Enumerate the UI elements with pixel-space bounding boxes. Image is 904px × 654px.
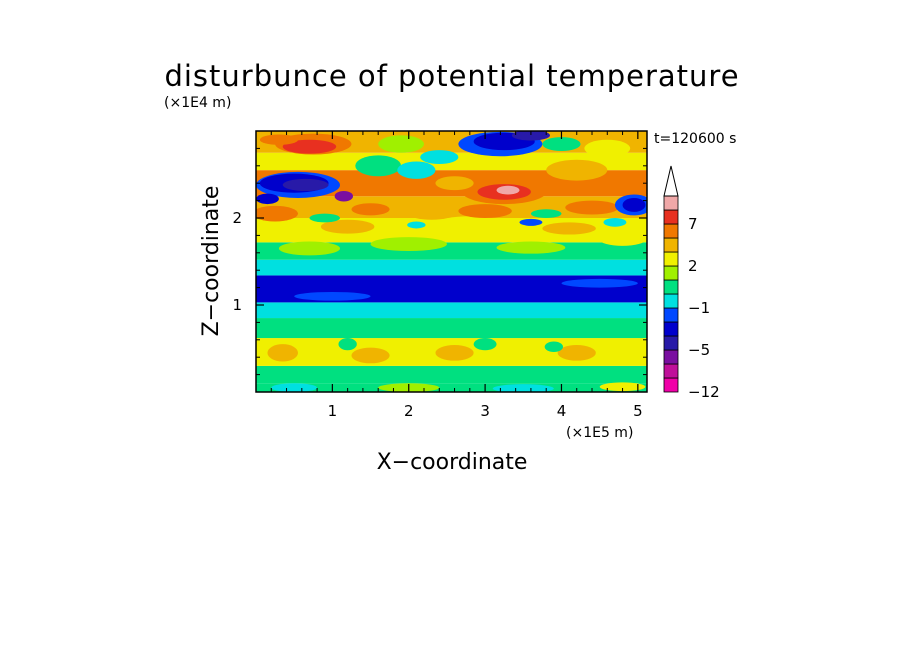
field-blob [492, 384, 554, 392]
y-tick-label: 2 [232, 209, 242, 227]
y-unit-label: (×1E4 m) [164, 95, 231, 111]
field-blob [256, 193, 279, 205]
field-blob [294, 291, 371, 301]
field-blob [492, 350, 539, 365]
field-blob [351, 347, 390, 364]
field-blob [401, 341, 447, 359]
colorbar [663, 165, 679, 393]
field-blob [599, 343, 631, 358]
colorbar-labels: −12−5−127 [688, 215, 720, 401]
colorbar-swatch [663, 335, 679, 351]
field-blob [338, 338, 357, 351]
contour-layers [256, 131, 647, 392]
field-blob [603, 218, 627, 227]
field-blob [557, 345, 596, 361]
field-blob [599, 233, 646, 246]
field-blob [530, 209, 562, 218]
colorbar-swatch [663, 209, 679, 225]
field-blob [542, 222, 596, 235]
field-blob [435, 345, 474, 361]
field-blob [439, 216, 501, 229]
x-unit-label: (×1E5 m) [566, 425, 633, 441]
colorbar-tick-label: 2 [688, 257, 698, 275]
x-tick-label: 3 [480, 402, 490, 420]
x-axis-label: X−coordinate [377, 450, 528, 475]
field-blob [622, 197, 646, 212]
field-blob [309, 213, 341, 223]
field-blob [267, 344, 299, 362]
field-blob [334, 191, 353, 202]
field-blob [320, 219, 375, 234]
field-band [256, 302, 647, 319]
x-tick-label: 5 [633, 402, 643, 420]
field-blob [511, 131, 551, 141]
field-blob [407, 221, 426, 229]
colorbar-swatch [663, 223, 679, 239]
colorbar-swatch [663, 377, 679, 393]
contour-field [256, 131, 647, 392]
field-blob [561, 278, 638, 288]
field-blob [282, 139, 337, 154]
colorbar-swatch [663, 363, 679, 379]
field-blob [305, 339, 344, 358]
y-axis-ticks: 12 [232, 147, 647, 376]
field-blob [496, 185, 520, 195]
field-blob [496, 241, 566, 254]
field-blob [378, 135, 425, 153]
colorbar-extend-arrow [663, 165, 679, 197]
colorbar-swatch [663, 349, 679, 365]
field-blob [420, 150, 459, 165]
field-blob [458, 204, 512, 218]
x-axis-ticks: 1 2 3 4 5 [270, 131, 643, 420]
field-band [256, 383, 647, 392]
field-blob [408, 207, 455, 220]
field-blob [278, 241, 341, 256]
x-tick-label: 1 [328, 402, 338, 420]
colorbar-tick-label: 7 [688, 215, 698, 233]
field-blob [259, 134, 299, 145]
plot-frame [255, 130, 648, 393]
field-blob [397, 161, 436, 179]
colorbar-swatch [663, 307, 679, 323]
colorbar-swatch [663, 321, 679, 337]
colorbar-swatch [663, 279, 679, 295]
field-blob [599, 382, 646, 392]
field-blob [355, 155, 402, 177]
colorbar-tick-label: −5 [688, 341, 710, 359]
y-tick-label: 1 [232, 296, 242, 314]
colorbar-swatch [663, 265, 679, 281]
field-blob [584, 139, 631, 158]
field-blob [546, 159, 608, 181]
field-blob [519, 218, 543, 226]
field-blob [473, 338, 497, 351]
colorbar-swatch [663, 293, 679, 309]
time-label: t=120600 s [654, 131, 736, 147]
x-tick-label: 2 [404, 402, 414, 420]
colorbar-swatch [663, 195, 679, 211]
field-blob [565, 200, 619, 215]
field-band [256, 318, 647, 339]
colorbar-tick-label: −1 [688, 299, 710, 317]
field-blob [544, 341, 563, 352]
field-band [256, 259, 647, 276]
colorbar-swatch [663, 237, 679, 253]
field-blob [435, 176, 474, 191]
field-blob [351, 203, 390, 216]
field-blob [282, 178, 329, 192]
field-blob [370, 237, 447, 252]
chart-title: disturbunce of potential temperature [164, 59, 739, 93]
field-blob [271, 383, 318, 392]
colorbar-tick-label: −12 [688, 383, 720, 401]
y-axis-label: Z−coordinate [199, 186, 224, 337]
field-blob [542, 137, 581, 152]
field-blob [294, 282, 600, 297]
field-band [256, 365, 647, 384]
x-tick-label: 4 [557, 402, 567, 420]
colorbar-swatch [663, 251, 679, 267]
field-blob [256, 205, 298, 222]
